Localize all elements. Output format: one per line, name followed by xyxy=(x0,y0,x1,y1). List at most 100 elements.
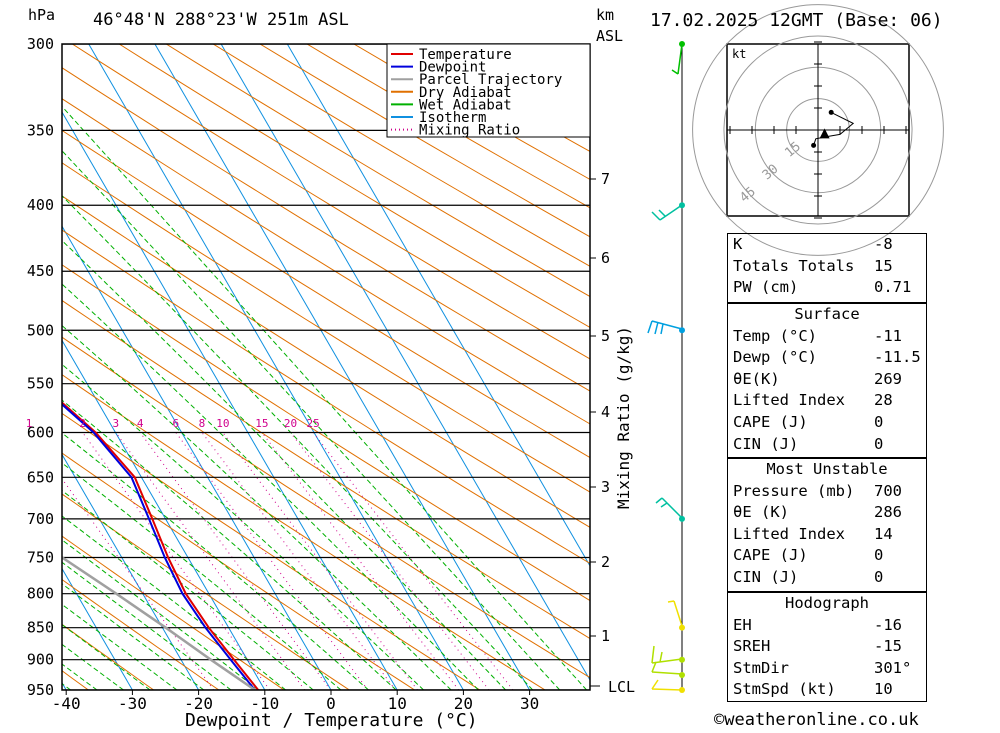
wet-adiabat-line xyxy=(62,363,424,690)
wind-barb xyxy=(647,320,683,335)
mu-cape-label: CAPE (J) xyxy=(733,546,808,565)
wind-barb xyxy=(651,679,683,691)
parcel-trajectory-series xyxy=(62,555,256,690)
isotherm-line xyxy=(154,44,531,690)
pw-value: 0.71 xyxy=(874,278,912,297)
km-tick-label: 5 xyxy=(601,327,610,345)
surface-thetae-value: 269 xyxy=(874,369,902,388)
surface-li-label: Lifted Index xyxy=(733,391,845,410)
wet-adiabat-line xyxy=(62,583,205,690)
dry-adiabat-line xyxy=(62,578,220,690)
lcl-label: LCL xyxy=(608,678,636,696)
pressure-tick-label: 350 xyxy=(27,121,54,139)
dry-adiabat-line xyxy=(62,535,285,690)
totals-value: 15 xyxy=(874,256,893,275)
surface-temp-value: -11 xyxy=(874,326,902,345)
most-unstable-box: Most Unstable Pressure (mb) 700 θE (K) 286… xyxy=(727,458,927,592)
pressure-tick-label: 700 xyxy=(27,510,54,528)
hodograph-unit-label: kt xyxy=(732,47,746,61)
hodograph-bottom-point xyxy=(811,142,817,148)
x-tick-label: -40 xyxy=(52,694,81,713)
wet-adiabat-line xyxy=(62,150,561,690)
mixing-ratio-tick-label: 4 xyxy=(137,417,144,430)
mixing-ratio-line xyxy=(82,432,271,690)
pressure-tick-label: 300 xyxy=(27,35,54,53)
isotherm-line xyxy=(62,567,133,690)
plot-frame xyxy=(61,43,591,691)
pressure-tick-label: 450 xyxy=(27,262,54,280)
pressure-tick-label: 400 xyxy=(27,196,54,214)
wind-barb xyxy=(651,661,683,675)
asl-label: ASL xyxy=(596,27,624,45)
wind-barb xyxy=(651,645,683,664)
dry-adiabat-line xyxy=(62,162,590,493)
totals-label: Totals Totals xyxy=(733,256,855,275)
pressure-tick-label: 650 xyxy=(27,468,54,486)
surface-cin-value: 0 xyxy=(874,434,884,453)
profile-lines xyxy=(62,401,259,690)
mu-pressure-value: 700 xyxy=(874,481,902,500)
hodograph-box: Hodograph EH -16 SREH -15 StmDir 301° StmSp… xyxy=(727,592,927,702)
x-tick-label: -10 xyxy=(250,694,279,713)
mixing-ratio-line xyxy=(115,432,306,690)
copyright-link[interactable]: ©weatheronline.co.uk xyxy=(714,710,919,730)
dry-adiabat-line xyxy=(62,229,590,564)
surface-cin-label: CIN (J) xyxy=(733,434,799,453)
km-tick-label: 3 xyxy=(601,478,610,496)
k-index-value: -8 xyxy=(874,235,893,253)
wet-adiabat-line xyxy=(62,561,232,690)
hodograph-trace xyxy=(813,111,855,146)
eh-label: EH xyxy=(733,615,752,634)
location-title: 46°48'N 288°23'W 251m ASL xyxy=(93,10,349,30)
stmspd-value: 10 xyxy=(874,680,893,699)
pressure-tick-label: 600 xyxy=(27,423,54,441)
stmdir-label: StmDir xyxy=(733,658,789,677)
legend-box xyxy=(386,43,591,138)
surface-dewp-value: -11.5 xyxy=(874,348,921,367)
surface-li-value: 28 xyxy=(874,391,893,410)
indices-box: K -8 Totals Totals 15 PW (cm) 0.71 xyxy=(727,233,927,303)
pw-label: PW (cm) xyxy=(733,278,799,297)
dry-adiabat-line xyxy=(62,129,590,459)
storm-motion-marker xyxy=(819,128,830,139)
wind-barb xyxy=(667,600,683,627)
wind-barb xyxy=(671,43,683,75)
dry-adiabat-line xyxy=(118,44,590,329)
k-index-label: K xyxy=(733,235,743,253)
mixing-ratio-line xyxy=(139,432,331,690)
dry-adiabat-line xyxy=(62,452,415,690)
surface-box: Surface Temp (°C) -11 Dewp (°C) -11.5 θE(K… xyxy=(727,303,927,458)
dry-adiabat-line xyxy=(72,44,590,360)
mixing-ratio-line xyxy=(201,432,396,690)
hodograph-ring xyxy=(723,35,913,225)
wind-level-dot xyxy=(679,624,685,631)
legend-label: Parcel Trajectory xyxy=(419,72,562,88)
x-tick-label: 20 xyxy=(454,694,473,713)
mixing-ratio-tick-label: 3 xyxy=(112,417,119,430)
dry-adiabat-line xyxy=(62,299,590,640)
mu-cape-value: 0 xyxy=(874,546,884,565)
legend-label: Temperature xyxy=(419,47,512,63)
wind-barb xyxy=(651,204,683,221)
sreh-value: -15 xyxy=(874,637,902,656)
mixing-ratio-axis-label: Mixing Ratio (g/kg) xyxy=(614,325,633,509)
mixing-ratio-line xyxy=(261,432,460,690)
pressure-tick-label: 500 xyxy=(27,321,54,339)
surface-title: Surface xyxy=(794,305,860,323)
pressure-tick-label: 550 xyxy=(27,375,54,393)
mu-li-label: Lifted Index xyxy=(733,524,845,543)
isotherm-line xyxy=(62,111,398,690)
pressure-tick-label: 950 xyxy=(27,681,54,699)
chart-grid xyxy=(62,44,590,690)
surface-cape-value: 0 xyxy=(874,412,884,431)
wet-adiabat-line xyxy=(62,195,534,690)
km-tick-label: 6 xyxy=(601,249,610,267)
legend-label: Mixing Ratio xyxy=(419,123,520,139)
dewpoint-series xyxy=(62,403,256,690)
mixing-ratio-line xyxy=(222,432,418,690)
isotherm-line xyxy=(62,453,200,690)
dry-adiabat-line xyxy=(62,493,350,690)
mu-thetae-value: 286 xyxy=(874,503,902,522)
